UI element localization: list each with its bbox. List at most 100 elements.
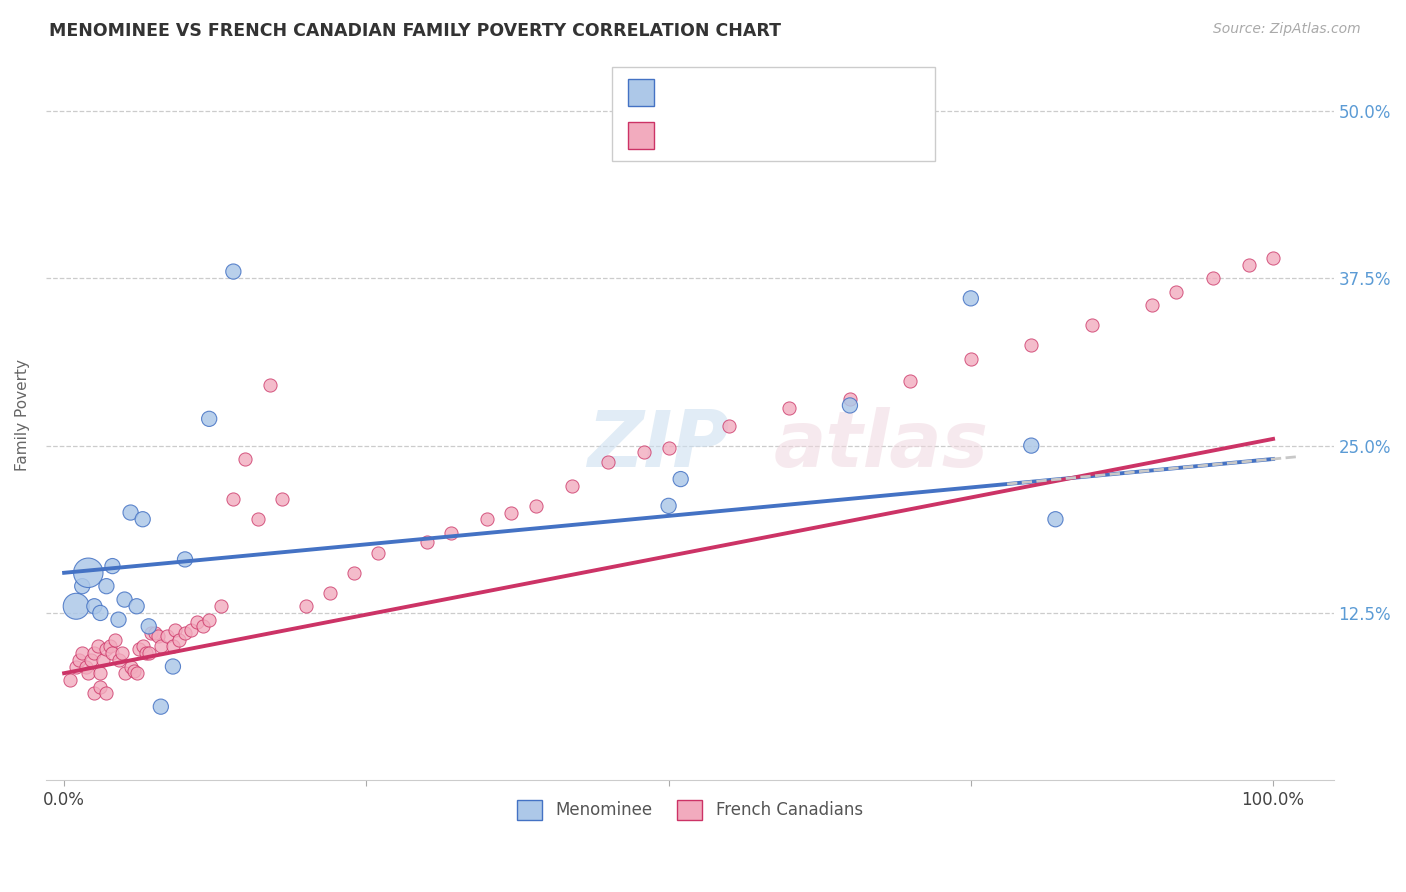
Point: [125, 599, 148, 614]
Point: [96, 579, 118, 593]
Point: [120, 659, 142, 673]
Y-axis label: Family Poverty: Family Poverty: [15, 359, 30, 472]
Point: [259, 378, 281, 392]
Point: [80, 653, 103, 667]
Point: [1080, 318, 1102, 332]
Point: [561, 479, 583, 493]
Point: [138, 646, 160, 660]
Point: [839, 392, 862, 406]
Point: [101, 646, 124, 660]
Point: [839, 399, 862, 413]
Point: [235, 452, 257, 467]
Point: [477, 512, 499, 526]
Point: [162, 640, 184, 654]
Point: [1166, 285, 1188, 299]
Point: [524, 499, 547, 513]
Point: [77, 566, 100, 580]
Point: [343, 566, 366, 580]
Point: [77, 666, 100, 681]
Point: [246, 512, 269, 526]
Point: [779, 401, 801, 416]
Text: N = 24: N = 24: [787, 83, 855, 101]
Point: [148, 629, 170, 643]
Point: [501, 506, 523, 520]
Point: [319, 586, 342, 600]
Point: [83, 599, 105, 614]
Point: [65, 659, 87, 673]
Point: [65, 599, 87, 614]
Text: atlas: atlas: [773, 407, 988, 483]
Point: [174, 626, 197, 640]
Point: [959, 351, 981, 366]
Point: [131, 640, 153, 654]
Point: [59, 673, 82, 687]
Point: [1140, 298, 1163, 312]
Point: [107, 653, 129, 667]
Point: [198, 613, 221, 627]
Point: [167, 632, 190, 647]
Point: [89, 606, 111, 620]
Point: [898, 375, 921, 389]
Point: [120, 506, 142, 520]
Point: [367, 546, 389, 560]
Point: [162, 659, 184, 673]
Point: [1045, 512, 1067, 526]
Point: [107, 613, 129, 627]
Point: [122, 664, 145, 678]
Point: [67, 653, 90, 667]
Point: [96, 642, 118, 657]
Point: [96, 686, 118, 700]
Point: [165, 624, 187, 638]
Point: [718, 418, 741, 433]
Point: [416, 535, 439, 549]
Text: R = 0.376: R = 0.376: [668, 83, 766, 101]
Point: [209, 599, 232, 614]
Point: [135, 646, 157, 660]
Point: [186, 615, 208, 630]
Point: [91, 653, 114, 667]
Point: [131, 512, 153, 526]
Text: Source: ZipAtlas.com: Source: ZipAtlas.com: [1213, 22, 1361, 37]
Point: [87, 640, 110, 654]
Point: [70, 579, 93, 593]
Point: [111, 646, 134, 660]
Point: [114, 592, 136, 607]
Point: [1201, 271, 1223, 285]
Point: [98, 640, 121, 654]
Point: [295, 599, 318, 614]
Point: [1019, 439, 1042, 453]
Point: [128, 642, 150, 657]
Point: [658, 442, 681, 456]
Point: [143, 626, 166, 640]
Point: [156, 629, 179, 643]
Point: [89, 666, 111, 681]
Point: [101, 559, 124, 574]
Point: [114, 666, 136, 681]
Point: [959, 291, 981, 305]
Text: R = 0.474: R = 0.474: [668, 127, 766, 145]
Text: ZIP: ZIP: [586, 407, 728, 483]
Point: [1237, 258, 1260, 272]
Text: MENOMINEE VS FRENCH CANADIAN FAMILY POVERTY CORRELATION CHART: MENOMINEE VS FRENCH CANADIAN FAMILY POVE…: [49, 22, 782, 40]
Point: [83, 646, 105, 660]
Text: N = 72: N = 72: [787, 127, 855, 145]
Point: [138, 619, 160, 633]
Point: [104, 632, 127, 647]
Point: [658, 499, 681, 513]
Point: [598, 455, 620, 469]
Point: [1019, 338, 1042, 352]
Point: [270, 492, 292, 507]
Point: [141, 626, 163, 640]
Point: [125, 666, 148, 681]
Point: [180, 624, 202, 638]
Point: [198, 412, 221, 426]
Point: [149, 640, 172, 654]
Point: [222, 264, 245, 278]
Point: [89, 680, 111, 694]
Point: [75, 659, 97, 673]
Point: [83, 686, 105, 700]
Point: [222, 492, 245, 507]
Point: [1261, 251, 1284, 265]
Point: [174, 552, 197, 566]
Point: [440, 525, 463, 540]
